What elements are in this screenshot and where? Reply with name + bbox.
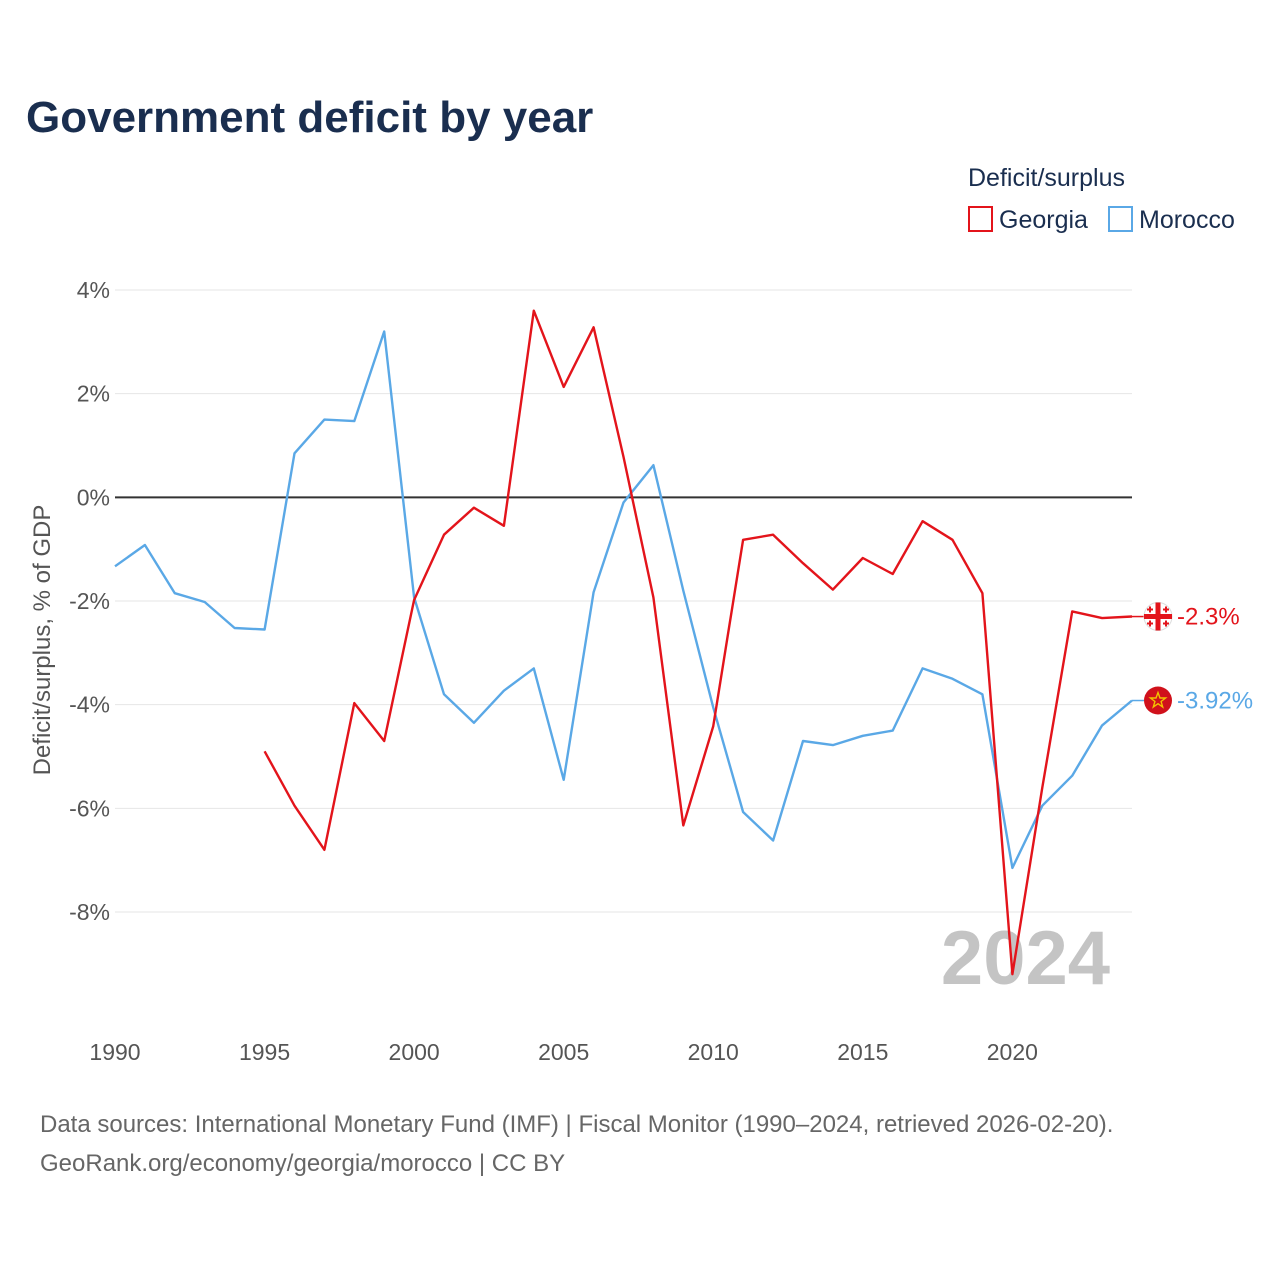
- data-point-georgia[interactable]: [890, 571, 896, 577]
- data-point-georgia[interactable]: [501, 523, 507, 529]
- data-point-georgia[interactable]: [351, 700, 357, 706]
- year-watermark: 2024: [941, 916, 1110, 1001]
- data-point-georgia[interactable]: [621, 454, 627, 460]
- data-point-morocco[interactable]: [740, 809, 746, 815]
- data-point-morocco[interactable]: [202, 599, 208, 605]
- legend-title: Deficit/surplus: [968, 164, 1125, 192]
- data-point-morocco[interactable]: [501, 688, 507, 694]
- legend-swatch-georgia[interactable]: [968, 206, 993, 232]
- source-note: Data sources: International Monetary Fun…: [40, 1111, 1113, 1138]
- y-axis-label: Deficit/surplus, % of GDP: [29, 505, 56, 776]
- series-lines: [112, 308, 1144, 977]
- data-point-georgia[interactable]: [650, 594, 656, 600]
- data-point-georgia[interactable]: [740, 537, 746, 543]
- data-point-morocco[interactable]: [830, 742, 836, 748]
- y-tick-label: -8%: [69, 899, 110, 925]
- data-point-morocco[interactable]: [1099, 722, 1105, 728]
- data-point-morocco[interactable]: [292, 450, 298, 456]
- data-point-georgia[interactable]: [979, 590, 985, 596]
- morocco-flag-icon: [1144, 686, 1172, 715]
- data-point-georgia[interactable]: [381, 738, 387, 744]
- data-point-morocco[interactable]: [680, 588, 686, 594]
- y-tick-label: 4%: [77, 277, 110, 303]
- data-point-morocco[interactable]: [770, 838, 776, 844]
- data-point-georgia[interactable]: [591, 324, 597, 330]
- data-point-georgia[interactable]: [262, 748, 268, 754]
- data-point-morocco[interactable]: [950, 676, 956, 682]
- georgia-flag-icon: [1143, 602, 1173, 631]
- data-point-morocco[interactable]: [351, 418, 357, 424]
- data-point-morocco[interactable]: [441, 691, 447, 697]
- data-point-georgia[interactable]: [292, 803, 298, 809]
- data-point-georgia[interactable]: [680, 822, 686, 828]
- legend-swatch-morocco[interactable]: [1108, 206, 1133, 232]
- data-point-morocco[interactable]: [531, 665, 537, 671]
- series-line-georgia[interactable]: [263, 309, 1133, 976]
- data-point-georgia[interactable]: [950, 537, 956, 543]
- data-point-morocco[interactable]: [381, 329, 387, 335]
- x-tick-label: 2000: [389, 1039, 440, 1065]
- data-point-morocco[interactable]: [471, 720, 477, 726]
- data-point-morocco[interactable]: [561, 777, 567, 783]
- data-point-georgia[interactable]: [1009, 971, 1015, 977]
- x-tick-label: 2020: [987, 1039, 1038, 1065]
- data-point-morocco[interactable]: [650, 462, 656, 468]
- data-point-georgia[interactable]: [1039, 785, 1045, 791]
- data-point-georgia[interactable]: [321, 847, 327, 853]
- data-point-morocco[interactable]: [860, 733, 866, 739]
- data-point-georgia[interactable]: [1069, 608, 1075, 614]
- data-point-georgia[interactable]: [471, 505, 477, 511]
- end-label-morocco: -3.92%: [1177, 688, 1253, 715]
- x-tick-label: 2015: [837, 1039, 888, 1065]
- legend-label-morocco[interactable]: Morocco: [1139, 206, 1235, 234]
- legend: Deficit/surplus Georgia Morocco: [968, 164, 1235, 234]
- data-point-georgia[interactable]: [800, 560, 806, 566]
- data-point-georgia[interactable]: [830, 587, 836, 593]
- data-point-georgia[interactable]: [531, 308, 537, 314]
- y-tick-label: -2%: [69, 588, 110, 614]
- x-tick-label: 2010: [688, 1039, 739, 1065]
- data-point-morocco[interactable]: [591, 589, 597, 595]
- y-axis-ticks: 4% 2% 0% -2% -4% -6% -8%: [69, 277, 110, 925]
- y-tick-label: -4%: [69, 692, 110, 718]
- data-point-morocco[interactable]: [172, 590, 178, 596]
- data-point-morocco[interactable]: [890, 728, 896, 734]
- data-point-morocco[interactable]: [979, 691, 985, 697]
- y-tick-label: -6%: [69, 795, 110, 821]
- data-point-georgia[interactable]: [770, 532, 776, 538]
- y-tick-label: 2%: [77, 381, 110, 407]
- legend-label-georgia[interactable]: Georgia: [999, 206, 1088, 234]
- end-label-georgia: -2.3%: [1177, 604, 1240, 631]
- data-point-georgia[interactable]: [411, 597, 417, 603]
- data-point-morocco[interactable]: [621, 500, 627, 506]
- data-point-georgia[interactable]: [710, 723, 716, 729]
- data-point-morocco[interactable]: [112, 563, 118, 569]
- data-point-georgia[interactable]: [860, 555, 866, 561]
- x-tick-label: 1995: [239, 1039, 290, 1065]
- data-point-georgia[interactable]: [1099, 615, 1105, 621]
- data-point-morocco[interactable]: [1009, 865, 1015, 871]
- data-point-morocco[interactable]: [232, 625, 238, 631]
- x-tick-label: 2005: [538, 1039, 589, 1065]
- attribution-note[interactable]: GeoRank.org/economy/georgia/morocco | CC…: [40, 1150, 565, 1177]
- data-point-georgia[interactable]: [441, 532, 447, 538]
- data-point-morocco[interactable]: [800, 738, 806, 744]
- data-point-morocco[interactable]: [262, 627, 268, 633]
- data-point-morocco[interactable]: [142, 542, 148, 548]
- data-point-georgia[interactable]: [561, 384, 567, 390]
- x-tick-label: 1990: [89, 1039, 140, 1065]
- x-axis-ticks: 1990 1995 2000 2005 2010 2015 2020: [89, 1039, 1038, 1065]
- data-point-georgia[interactable]: [920, 518, 926, 524]
- data-point-morocco[interactable]: [1069, 773, 1075, 779]
- data-point-morocco[interactable]: [920, 665, 926, 671]
- chart-title: Government deficit by year: [26, 93, 593, 142]
- y-tick-label: 0%: [77, 484, 110, 510]
- series-line-morocco[interactable]: [114, 330, 1133, 870]
- data-point-morocco[interactable]: [321, 417, 327, 423]
- grid-lines: [115, 289, 1132, 913]
